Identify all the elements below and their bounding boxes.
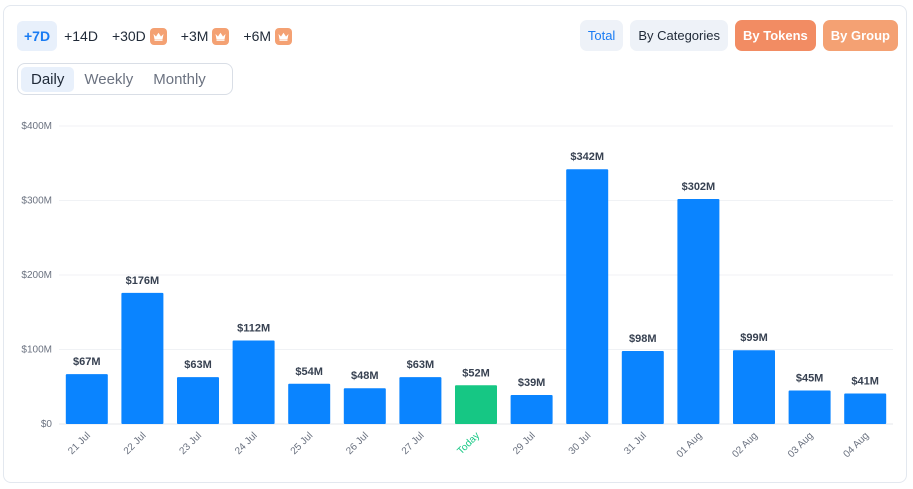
range-label: +14D xyxy=(64,28,98,44)
bar xyxy=(65,374,108,424)
y-tick-label: $0 xyxy=(41,419,53,430)
data-label: $48M xyxy=(351,370,379,382)
time-range-selector: +7D +14D +30D +3M +6M xyxy=(17,21,299,51)
bar xyxy=(399,377,442,424)
data-label: $302M xyxy=(682,181,716,193)
x-tick-label: 26 Jul xyxy=(344,430,371,457)
range-label: +3M xyxy=(180,28,209,44)
data-label: $99M xyxy=(740,332,768,344)
data-label: $112M xyxy=(237,323,270,335)
range-label: +7D xyxy=(24,28,51,44)
range-30d-button[interactable]: +30D xyxy=(105,21,174,51)
bar xyxy=(566,169,609,424)
y-tick-label: $200M xyxy=(21,270,52,281)
data-label: $63M xyxy=(407,359,435,371)
range-3m-button[interactable]: +3M xyxy=(174,21,237,51)
bar xyxy=(621,350,664,424)
bar xyxy=(232,340,275,424)
x-tick-label: 31 Jul xyxy=(622,430,649,457)
bar xyxy=(677,199,720,424)
data-label: $342M xyxy=(570,151,604,163)
range-6m-button[interactable]: +6M xyxy=(236,21,299,51)
y-tick-label: $300M xyxy=(21,196,52,207)
bar xyxy=(343,388,386,424)
x-tick-label: 21 Jul xyxy=(66,430,93,457)
bar xyxy=(788,390,831,424)
data-label: $45M xyxy=(796,372,824,384)
data-label: $98M xyxy=(629,333,657,345)
x-tick-label: 23 Jul xyxy=(177,430,204,457)
view-total-button[interactable]: Total xyxy=(579,20,624,51)
x-tick-label: 25 Jul xyxy=(289,430,316,457)
x-tick-label: 29 Jul xyxy=(511,430,538,457)
bar-today xyxy=(455,385,497,424)
crown-icon xyxy=(149,27,167,45)
view-mode-selector: Total By Categories By Tokens By Group xyxy=(579,20,898,51)
data-label: $52M xyxy=(462,367,490,379)
range-label: +30D xyxy=(111,28,146,44)
x-tick-label: 03 Aug xyxy=(786,430,816,460)
y-tick-label: $100M xyxy=(21,345,52,356)
x-tick-label: 01 Aug xyxy=(675,430,705,460)
data-label: $63M xyxy=(184,359,212,371)
crown-icon xyxy=(275,27,293,45)
x-tick-label: 02 Aug xyxy=(730,430,760,460)
x-tick-label: 27 Jul xyxy=(400,430,427,457)
data-label: $176M xyxy=(126,275,160,287)
view-by-group-button[interactable]: By Group xyxy=(822,20,898,51)
range-7d-button[interactable]: +7D xyxy=(17,21,58,51)
bar xyxy=(288,383,331,424)
data-label: $39M xyxy=(518,377,546,389)
x-tick-label: 04 Aug xyxy=(842,430,872,460)
range-14d-button[interactable]: +14D xyxy=(57,21,105,51)
bar xyxy=(121,292,164,424)
bar xyxy=(177,377,219,424)
view-by-categories-button[interactable]: By Categories xyxy=(630,20,728,51)
data-label: $67M xyxy=(73,356,101,368)
y-tick-label: $400M xyxy=(21,121,52,132)
data-label: $54M xyxy=(295,366,323,378)
bar xyxy=(844,393,887,424)
tab-weekly[interactable]: Weekly xyxy=(84,70,134,88)
crown-icon xyxy=(212,27,230,45)
x-tick-label: 30 Jul xyxy=(567,430,594,457)
x-tick-label: 24 Jul xyxy=(233,430,260,457)
tab-monthly[interactable]: Monthly xyxy=(153,70,206,88)
bar xyxy=(510,394,553,424)
period-tabs: Daily Weekly Monthly xyxy=(17,63,233,95)
view-by-tokens-button[interactable]: By Tokens xyxy=(734,20,816,51)
x-tick-label: 22 Jul xyxy=(122,430,149,457)
data-label: $41M xyxy=(851,375,879,387)
range-label: +6M xyxy=(243,28,272,44)
x-tick-label: Today xyxy=(455,430,482,457)
tab-daily[interactable]: Daily xyxy=(21,66,75,92)
bar xyxy=(733,350,775,424)
